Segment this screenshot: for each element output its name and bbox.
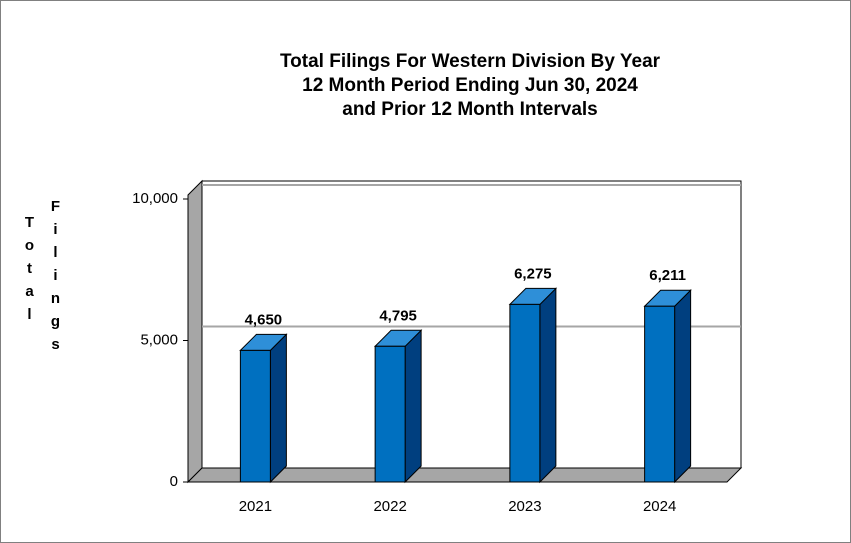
x-tick-label: 2024 [643,498,676,515]
bar [644,305,676,483]
side-wall [187,179,203,484]
bar-side [539,287,557,484]
y-tick-label: 10,000 [132,190,178,207]
value-label: 6,275 [514,265,552,282]
chart-title: 12 Month Period Ending Jun 30, 2024 [302,75,638,96]
value-label: 6,211 [649,267,686,284]
y-tick-label: 0 [170,473,178,490]
bar [509,303,541,483]
bar-side [269,333,287,484]
value-label: 4,650 [245,311,283,328]
chart-title: Total Filings For Western Division By Ye… [280,51,661,72]
y-axis-label: Total [21,214,38,329]
value-label: 4,795 [379,307,417,324]
chart-title: and Prior 12 Month Intervals [342,99,598,120]
y-axis-label: Filings [47,198,64,359]
y-tick-label: 5,000 [140,331,178,348]
x-tick-label: 2023 [508,498,541,515]
bar [374,345,406,483]
bar-side [674,289,692,484]
bar [239,349,271,483]
x-tick-label: 2021 [239,498,272,515]
bar-side [404,329,422,484]
x-tick-label: 2022 [373,498,406,515]
